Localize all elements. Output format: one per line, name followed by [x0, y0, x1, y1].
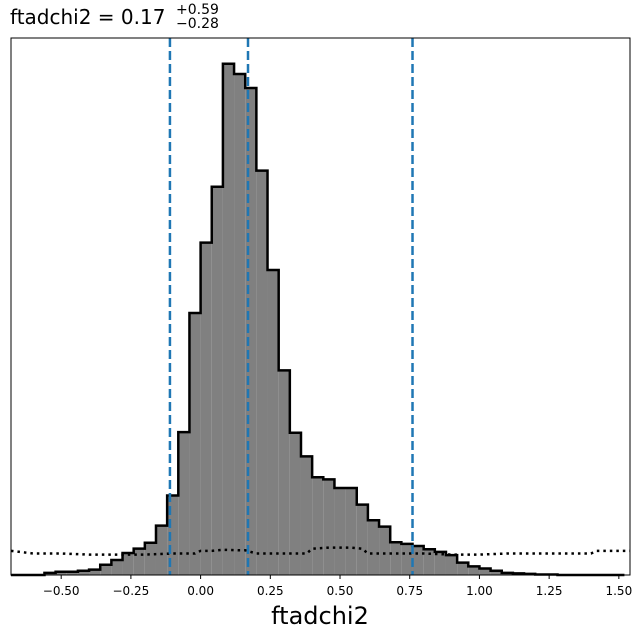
- histogram-bar: [89, 569, 101, 575]
- histogram-bar: [490, 570, 502, 575]
- histogram-bar: [245, 87, 257, 575]
- x-tick-label: 0.00: [187, 584, 214, 598]
- histogram-bar: [379, 526, 391, 575]
- histogram-bar: [312, 477, 324, 575]
- histogram-bar: [189, 312, 201, 575]
- histogram-bar: [178, 432, 190, 575]
- histogram-bar: [234, 73, 246, 575]
- histogram-bar: [412, 546, 424, 575]
- chart-title: ftadchi2 = 0.17: [10, 5, 165, 29]
- histogram-bar: [155, 525, 168, 575]
- x-tick-label: 0.25: [257, 584, 284, 598]
- histogram-bar: [479, 568, 491, 575]
- histogram-outline: [11, 62, 625, 577]
- histogram-bar: [222, 63, 235, 575]
- histogram-bar: [345, 488, 357, 575]
- histogram-bar: [334, 488, 346, 575]
- title-param-name: ftadchi2: [10, 5, 91, 29]
- title-upper-error: +0.59: [176, 2, 219, 18]
- x-tick-label: 0.50: [327, 584, 354, 598]
- histogram-bar: [167, 495, 179, 575]
- x-axis: −0.50 −0.25 0.00 0.25 0.50 0.75 1.00 1.25 1.50: [43, 575, 632, 598]
- histogram-bar: [211, 186, 223, 575]
- histogram-bar: [133, 548, 145, 575]
- x-tick-label: −0.25: [113, 584, 150, 598]
- histogram-bar: [289, 432, 301, 575]
- plot-area: [10, 38, 630, 577]
- histogram-bar: [434, 551, 446, 575]
- x-tick-label: −0.50: [43, 584, 80, 598]
- histogram-bar: [77, 570, 90, 575]
- histogram-bar: [66, 571, 78, 575]
- title-equals: =: [91, 5, 120, 29]
- histogram-bar: [390, 542, 402, 575]
- histogram-bar: [100, 564, 112, 575]
- histogram-bar: [55, 571, 67, 575]
- histogram-bar: [457, 562, 469, 575]
- x-axis-label: ftadchi2: [271, 602, 369, 630]
- title-lower-error: −0.28: [176, 16, 219, 32]
- histogram-bar: [267, 269, 279, 575]
- histogram-bar: [367, 520, 380, 575]
- histogram-bar: [423, 549, 435, 575]
- x-tick-label: 0.75: [396, 584, 423, 598]
- histogram-bar: [323, 479, 335, 575]
- histogram-bar: [200, 242, 212, 576]
- histogram-bar: [256, 170, 268, 575]
- histogram-bar: [468, 566, 480, 575]
- x-tick-label: 1.50: [605, 584, 632, 598]
- x-tick-label: 1.00: [466, 584, 493, 598]
- histogram-bar: [144, 542, 156, 575]
- histogram-bar: [122, 552, 134, 575]
- histogram-bar: [356, 504, 368, 575]
- histogram-bar: [445, 555, 458, 575]
- prior-curve: [10, 546, 630, 556]
- histogram-bar: [300, 456, 313, 575]
- x-tick-label: 1.25: [536, 584, 563, 598]
- axes-frame: [10, 37, 631, 576]
- histogram-bar: [278, 370, 290, 575]
- histogram-bar: [401, 543, 413, 575]
- histogram-bar: [111, 559, 123, 575]
- title-median-value: 0.17: [121, 5, 166, 29]
